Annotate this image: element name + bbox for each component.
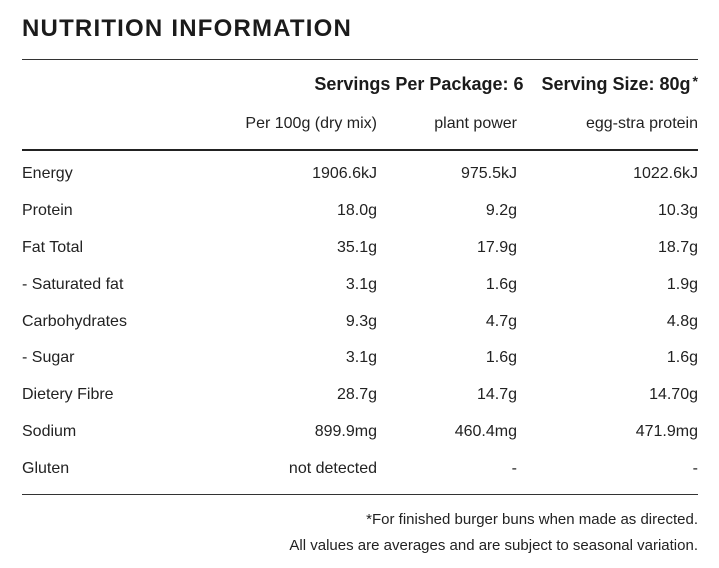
value-per-100g: not detected (288, 460, 377, 478)
value-egg-stra-protein: 471.9mg (635, 423, 698, 441)
value-egg-stra-protein: 14.70g (649, 386, 698, 404)
value-egg-stra-protein: 1.6g (666, 349, 698, 367)
value-per-100g: 35.1g (336, 238, 377, 256)
nutrient-table: Energy 1906.6kJ 975.5kJ 1022.6kJ Protein… (22, 157, 698, 489)
column-header-egg-stra-protein: egg-stra protein (585, 115, 698, 132)
serving-size-footnote-mark: * (692, 73, 698, 89)
table-row: Sodium 899.9mg 460.4mg 471.9mg (22, 415, 698, 452)
value-per-100g: 3.1g (345, 349, 377, 367)
footer-divider (22, 494, 698, 495)
nutrient-label: Energy (22, 165, 73, 182)
value-per-100g: 3.1g (345, 275, 377, 293)
value-egg-stra-protein: 1.9g (666, 275, 698, 293)
nutrient-label: Fat Total (22, 238, 84, 256)
table-row: Carbohydrates 9.3g 4.7g 4.8g (22, 305, 698, 342)
nutrient-label: Protein (22, 201, 73, 219)
value-egg-stra-protein: 4.8g (666, 312, 698, 330)
value-per-100g: 1906.6kJ (312, 165, 377, 182)
footnote-averages: All values are averages and are subject … (289, 537, 698, 554)
column-header-per-100g: Per 100g (dry mix) (245, 115, 377, 132)
value-plant-power: 9.2g (485, 201, 517, 219)
serving-size: Serving Size: 80g (541, 74, 691, 94)
table-row: - Sugar 3.1g 1.6g 1.6g (22, 341, 698, 378)
nutrient-label: - Saturated fat (22, 275, 124, 293)
value-egg-stra-protein: 10.3g (657, 201, 698, 219)
header-divider (22, 149, 698, 151)
table-row: - Saturated fat 3.1g 1.6g 1.9g (22, 268, 698, 305)
nutrient-label: Dietery Fibre (22, 386, 114, 404)
nutrient-label: Sodium (22, 423, 77, 441)
table-row: Protein 18.0g 9.2g 10.3g (22, 194, 698, 231)
column-header-plant-power: plant power (434, 115, 517, 132)
nutrient-label: - Sugar (22, 349, 75, 367)
value-egg-stra-protein: 18.7g (657, 238, 698, 256)
value-per-100g: 9.3g (345, 312, 377, 330)
nutrient-label: Carbohydrates (22, 312, 127, 330)
value-per-100g: 18.0g (336, 201, 377, 219)
servings-per-package: Servings Per Package: 6 (314, 74, 524, 94)
panel-title: NUTRITION INFORMATION (22, 15, 353, 42)
value-plant-power: 460.4mg (454, 423, 517, 441)
table-row: Dietery Fibre 28.7g 14.7g 14.70g (22, 378, 698, 415)
footnote-preparation: *For finished burger buns when made as d… (366, 511, 698, 528)
value-per-100g: 899.9mg (314, 423, 377, 441)
value-plant-power: 17.9g (476, 238, 517, 256)
value-per-100g: 28.7g (336, 386, 377, 404)
value-plant-power: 4.7g (485, 312, 517, 330)
value-plant-power: 14.7g (476, 386, 517, 404)
nutrient-label: Gluten (22, 460, 70, 478)
table-row: Fat Total 35.1g 17.9g 18.7g (22, 231, 698, 268)
value-plant-power: 975.5kJ (460, 165, 517, 182)
title-divider (22, 59, 698, 60)
table-row: Energy 1906.6kJ 975.5kJ 1022.6kJ (22, 157, 698, 194)
nutrition-panel: NUTRITION INFORMATION Servings Per Packa… (22, 0, 698, 568)
serving-info: Servings Per Package: 6 Serving Size: 80g… (314, 73, 698, 95)
value-plant-power: 1.6g (485, 275, 517, 293)
table-row: Gluten not detected - - (22, 452, 698, 489)
value-plant-power: 1.6g (485, 349, 517, 367)
value-plant-power: - (511, 460, 517, 478)
value-egg-stra-protein: - (692, 460, 698, 478)
value-egg-stra-protein: 1022.6kJ (633, 165, 698, 182)
